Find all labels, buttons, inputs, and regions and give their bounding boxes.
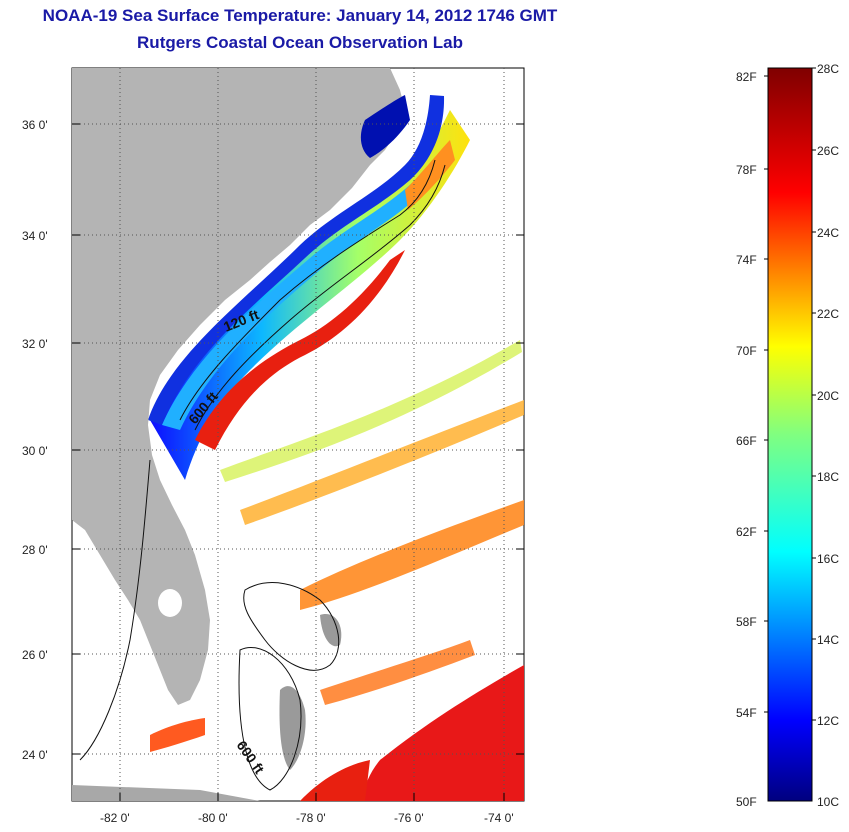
- colorbar-ramp: [767, 67, 813, 802]
- colorbar-f-78: 78F: [736, 163, 757, 177]
- lat-label-26: 26 0': [22, 648, 48, 662]
- lat-label-34: 34 0': [22, 229, 48, 243]
- warm-streak-3: [300, 500, 524, 610]
- colorbar-c-26: 26C: [817, 144, 839, 158]
- lat-label-24: 24 0': [22, 748, 48, 762]
- contour-600ft: [194, 164, 446, 431]
- lon-label-78: -78 0': [296, 811, 326, 825]
- colorbar-c-22: 22C: [817, 307, 839, 321]
- contour-florida-shelf: [79, 459, 151, 761]
- cuba-coast: [72, 785, 260, 801]
- warm-south-patch: [150, 718, 205, 752]
- lat-label-28: 28 0': [22, 543, 48, 557]
- land-mainland: [72, 68, 405, 705]
- contour-bahamas-2: [238, 647, 302, 791]
- lake-okeechobee: [158, 589, 182, 617]
- colorbar-c-16: 16C: [817, 552, 839, 566]
- colorbar-f-66: 66F: [736, 434, 757, 448]
- colorbar-c-14: 14C: [817, 633, 839, 647]
- warm-streak-4: [320, 640, 475, 705]
- lat-label-30: 30 0': [22, 444, 48, 458]
- lon-label-82: -82 0': [100, 811, 130, 825]
- contour-120ft: [179, 159, 436, 421]
- warm-streak-1: [240, 400, 524, 525]
- colorbar: 82F 78F 74F 70F 66F 62F 58F 54F 50F 28C …: [736, 62, 839, 809]
- colorbar-f-58: 58F: [736, 615, 757, 629]
- warm-south-strip: [300, 760, 370, 801]
- colorbar-ticks: [764, 67, 816, 721]
- colorbar-f-74: 74F: [736, 253, 757, 267]
- graticule: [72, 68, 524, 801]
- lon-label-76: -76 0': [394, 811, 424, 825]
- lat-label-36: 36 0': [22, 118, 48, 132]
- colorbar-c-20: 20C: [817, 389, 839, 403]
- colorbar-c-28: 28C: [817, 62, 839, 76]
- bahamas-andros: [279, 686, 306, 770]
- colorbar-f-82: 82F: [736, 70, 757, 84]
- warm-streak-2: [220, 340, 522, 482]
- map-subtitle: Rutgers Coastal Ocean Observation Lab: [137, 33, 463, 52]
- colorbar-f-50: 50F: [736, 795, 757, 809]
- colorbar-c-18: 18C: [817, 470, 839, 484]
- map-title: NOAA-19 Sea Surface Temperature: January…: [42, 6, 558, 25]
- contour-bahamas: [243, 582, 340, 671]
- lon-label-74: -74 0': [484, 811, 514, 825]
- frame-ticks: [72, 123, 524, 801]
- warm-southeast-patch: [360, 665, 524, 801]
- colorbar-f-62: 62F: [736, 525, 757, 539]
- colorbar-c-12: 12C: [817, 714, 839, 728]
- sound-water: [360, 95, 410, 158]
- lon-label-80: -80 0': [198, 811, 228, 825]
- gulf-stream-warm: [195, 250, 405, 450]
- colorbar-f-70: 70F: [736, 344, 757, 358]
- colorbar-c-24: 24C: [817, 226, 839, 240]
- bahamas-abaco: [320, 614, 342, 647]
- cold-nearshore-band: [148, 95, 445, 425]
- colorbar-f-54: 54F: [736, 706, 757, 720]
- lat-label-32: 32 0': [22, 337, 48, 351]
- colorbar-c-10: 10C: [817, 795, 839, 809]
